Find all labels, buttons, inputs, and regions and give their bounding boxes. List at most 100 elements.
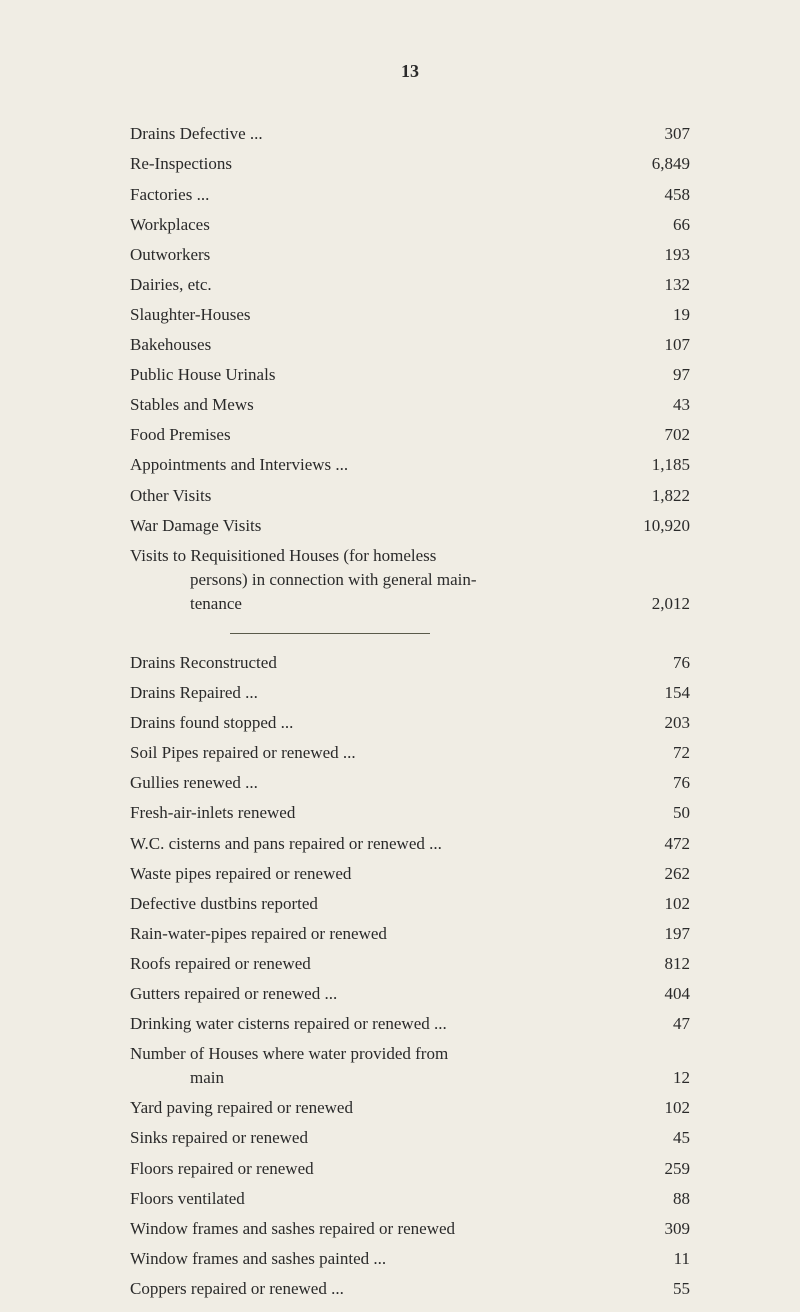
list-item: Drinking water cisterns repaired or rene… (130, 1013, 690, 1035)
list-item: Bakehouses107 (130, 334, 690, 356)
visits-line2: persons) in connection with general main… (130, 569, 690, 591)
entry-label: Coppers repaired or renewed ... (130, 1278, 620, 1300)
entry-value: 43 (620, 394, 690, 416)
entry-value: 88 (620, 1188, 690, 1210)
entry-value: 66 (620, 214, 690, 236)
entry-label: Drinking water cisterns repaired or rene… (130, 1013, 620, 1035)
houses-entry: Number of Houses where water provided fr… (130, 1043, 690, 1089)
entry-label: Slaughter-Houses (130, 304, 620, 326)
list-item: Dairies, etc.132 (130, 274, 690, 296)
entry-label: Public House Urinals (130, 364, 620, 386)
entry-value: 203 (620, 712, 690, 734)
houses-line1: Number of Houses where water provided fr… (130, 1043, 690, 1065)
entry-value: 812 (620, 953, 690, 975)
entry-label: Factories ... (130, 184, 620, 206)
entry-label: Floors repaired or renewed (130, 1158, 620, 1180)
entry-label: Gullies renewed ... (130, 772, 620, 794)
entry-value: 262 (620, 863, 690, 885)
list-item: Gullies renewed ...76 (130, 772, 690, 794)
entry-label: Drains Defective ... (130, 123, 620, 145)
list-item: Workplaces66 (130, 214, 690, 236)
list-item: Yard paving repaired or renewed102 (130, 1097, 690, 1119)
list-item: Public House Urinals97 (130, 364, 690, 386)
list-item: Drains Defective ...307 (130, 123, 690, 145)
entry-value: 107 (620, 334, 690, 356)
entry-label: Drains found stopped ... (130, 712, 620, 734)
entry-value: 309 (620, 1218, 690, 1240)
entry-value: 193 (620, 244, 690, 266)
list-item: Fresh-air-inlets renewed50 (130, 802, 690, 824)
list-item: Coppers repaired or renewed ...55 (130, 1278, 690, 1300)
entry-value: 197 (620, 923, 690, 945)
visits-line1: Visits to Requisitioned Houses (for home… (130, 545, 690, 567)
section-3: Yard paving repaired or renewed102 Sinks … (130, 1097, 690, 1300)
entry-label: Soil Pipes repaired or renewed ... (130, 742, 620, 764)
entry-value: 404 (620, 983, 690, 1005)
entry-label: W.C. cisterns and pans repaired or renew… (130, 833, 620, 855)
entry-value: 307 (620, 123, 690, 145)
list-item: Floors ventilated88 (130, 1188, 690, 1210)
entry-label: Defective dustbins reported (130, 893, 620, 915)
entry-label: Outworkers (130, 244, 620, 266)
entry-value: 76 (620, 772, 690, 794)
list-item: Soil Pipes repaired or renewed ...72 (130, 742, 690, 764)
list-item: W.C. cisterns and pans repaired or renew… (130, 833, 690, 855)
entry-label: Gutters repaired or renewed ... (130, 983, 620, 1005)
entry-label: Food Premises (130, 424, 620, 446)
entry-label: War Damage Visits (130, 515, 620, 537)
list-item: Drains Reconstructed76 (130, 652, 690, 674)
entry-value: 154 (620, 682, 690, 704)
entry-value: 97 (620, 364, 690, 386)
entry-value: 10,920 (620, 515, 690, 537)
list-item: Defective dustbins reported102 (130, 893, 690, 915)
entry-value: 50 (620, 802, 690, 824)
list-item: Outworkers193 (130, 244, 690, 266)
entry-value: 47 (620, 1013, 690, 1035)
entry-label: Sinks repaired or renewed (130, 1127, 620, 1149)
entry-value: 1,822 (620, 485, 690, 507)
entry-value: 102 (620, 893, 690, 915)
entry-value: 259 (620, 1158, 690, 1180)
entry-label: Floors ventilated (130, 1188, 620, 1210)
entry-label: Dairies, etc. (130, 274, 620, 296)
section-1: Drains Defective ...307Re-Inspections6,8… (130, 123, 690, 536)
entry-label: Workplaces (130, 214, 620, 236)
list-item: Window frames and sashes painted ...11 (130, 1248, 690, 1270)
list-item: Food Premises702 (130, 424, 690, 446)
entry-value: 458 (620, 184, 690, 206)
visits-line3: tenance (130, 593, 620, 615)
entry-label: Bakehouses (130, 334, 620, 356)
list-item: War Damage Visits10,920 (130, 515, 690, 537)
houses-line2: main (130, 1067, 620, 1089)
list-item: Re-Inspections6,849 (130, 153, 690, 175)
entry-label: Window frames and sashes repaired or ren… (130, 1218, 620, 1240)
list-item: Drains found stopped ...203 (130, 712, 690, 734)
entry-value: 6,849 (620, 153, 690, 175)
entry-label: Re-Inspections (130, 153, 620, 175)
entry-value: 76 (620, 652, 690, 674)
entry-value: 72 (620, 742, 690, 764)
visits-entry: Visits to Requisitioned Houses (for home… (130, 545, 690, 615)
entry-label: Rain-water-pipes repaired or renewed (130, 923, 620, 945)
entry-value: 45 (620, 1127, 690, 1149)
list-item: Roofs repaired or renewed812 (130, 953, 690, 975)
entry-label: Drains Reconstructed (130, 652, 620, 674)
visits-value: 2,012 (620, 593, 690, 615)
page-number: 13 (130, 60, 690, 83)
section-separator (230, 633, 430, 634)
list-item: Floors repaired or renewed259 (130, 1158, 690, 1180)
entry-label: Fresh-air-inlets renewed (130, 802, 620, 824)
list-item: Appointments and Interviews ...1,185 (130, 454, 690, 476)
entry-value: 702 (620, 424, 690, 446)
entry-value: 1,185 (620, 454, 690, 476)
section-2: Drains Reconstructed76Drains Repaired ..… (130, 652, 690, 1035)
entry-value: 19 (620, 304, 690, 326)
list-item: Gutters repaired or renewed ...404 (130, 983, 690, 1005)
entry-value: 472 (620, 833, 690, 855)
list-item: Other Visits1,822 (130, 485, 690, 507)
list-item: Stables and Mews43 (130, 394, 690, 416)
entry-value: 11 (620, 1248, 690, 1270)
list-item: Waste pipes repaired or renewed262 (130, 863, 690, 885)
list-item: Slaughter-Houses19 (130, 304, 690, 326)
entry-value: 102 (620, 1097, 690, 1119)
